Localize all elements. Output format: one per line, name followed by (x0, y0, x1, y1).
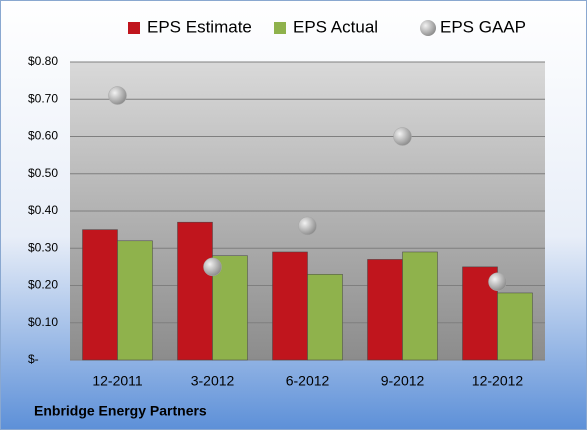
y-tick-label: $0.50 (28, 166, 58, 180)
legend-label: EPS Actual (293, 17, 378, 36)
legend-label: EPS Estimate (147, 17, 252, 36)
marker (298, 216, 317, 236)
y-tick-label: $0.60 (28, 129, 58, 143)
y-tick-label: $- (28, 352, 39, 366)
bar (82, 229, 118, 361)
marker (108, 86, 127, 105)
legend-marker (420, 20, 436, 36)
bar (177, 221, 213, 361)
marker (203, 257, 222, 277)
x-tick-label: 3-2012 (191, 373, 235, 389)
bar (402, 251, 438, 361)
legend-swatch (274, 22, 286, 34)
marker (393, 127, 412, 146)
bar (272, 251, 308, 361)
y-tick-label: $0.20 (28, 278, 58, 292)
x-tick-label: 12-2012 (472, 373, 524, 389)
y-tick-label: $0.70 (28, 91, 58, 105)
legend-swatch (128, 22, 140, 34)
bar (497, 292, 533, 361)
y-tick-label: $0.80 (28, 54, 58, 68)
caption: Enbridge Energy Partners (34, 403, 207, 419)
x-tick-label: 12-2011 (92, 373, 143, 389)
bar (367, 259, 403, 361)
y-tick-label: $0.30 (28, 240, 58, 254)
bar (307, 274, 343, 361)
x-tick-label: 6-2012 (286, 373, 330, 389)
x-tick-label: 9-2012 (381, 373, 425, 389)
y-tick-label: $0.10 (28, 315, 58, 329)
marker (488, 272, 507, 292)
legend-label: EPS GAAP (440, 17, 526, 36)
bar (117, 240, 153, 361)
y-tick-label: $0.40 (28, 203, 58, 217)
